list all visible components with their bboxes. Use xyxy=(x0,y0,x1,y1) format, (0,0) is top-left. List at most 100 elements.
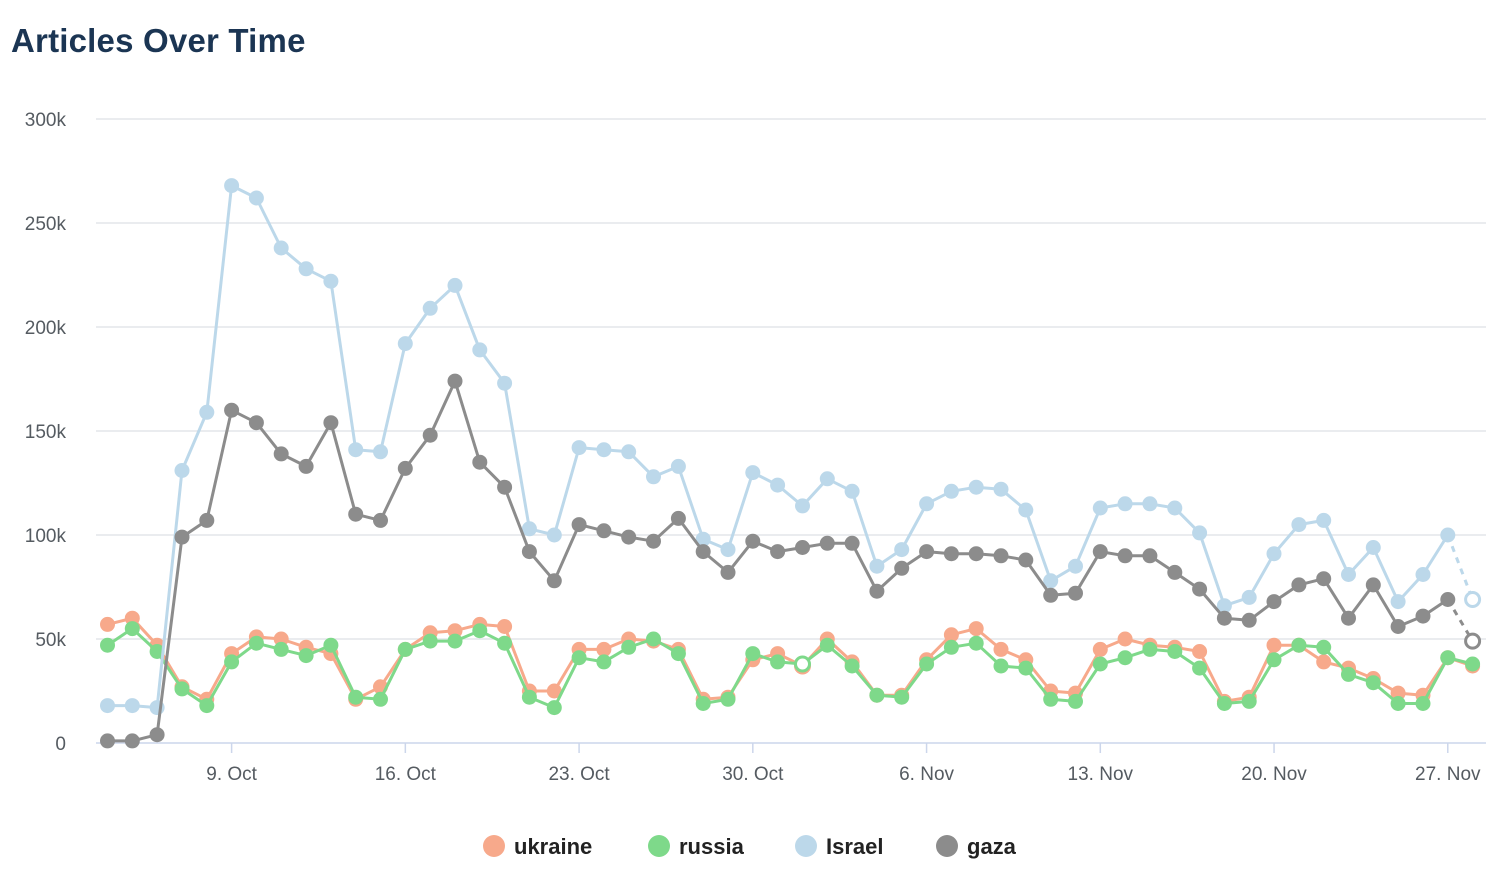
data-point xyxy=(844,483,860,499)
legend-label: gaza xyxy=(967,834,1017,859)
series-lines xyxy=(100,178,1482,749)
data-point xyxy=(1043,587,1059,603)
data-point xyxy=(348,506,364,522)
data-point xyxy=(720,691,736,707)
data-point xyxy=(943,639,959,655)
data-point xyxy=(546,700,562,716)
x-tick-label: 6. Nov xyxy=(899,764,954,785)
data-point xyxy=(993,548,1009,564)
data-point xyxy=(1068,558,1083,574)
data-point xyxy=(720,542,736,558)
data-point xyxy=(1465,656,1481,672)
data-point xyxy=(819,471,835,487)
series-line xyxy=(106,627,1475,710)
data-point xyxy=(943,627,959,643)
data-point xyxy=(546,527,562,543)
data-point xyxy=(1167,644,1183,659)
data-point xyxy=(124,610,140,626)
data-point xyxy=(571,517,587,533)
x-tick-label: 20. Nov xyxy=(1241,764,1307,785)
data-point xyxy=(1018,502,1034,518)
data-point xyxy=(1316,639,1332,655)
data-point xyxy=(124,733,140,749)
data-point xyxy=(968,635,984,651)
data-point xyxy=(174,529,190,545)
data-point xyxy=(472,623,488,639)
data-point xyxy=(1390,594,1406,610)
data-point xyxy=(1043,691,1059,707)
data-point xyxy=(373,444,388,460)
data-point xyxy=(894,560,910,576)
data-point xyxy=(621,444,637,460)
data-point xyxy=(1018,552,1034,568)
data-point xyxy=(720,564,736,580)
data-point xyxy=(745,533,761,549)
series-gaza xyxy=(100,373,1482,749)
series-israel xyxy=(100,178,1482,716)
data-point xyxy=(323,273,339,289)
data-point xyxy=(968,546,984,562)
data-point xyxy=(149,727,165,743)
data-point xyxy=(621,639,637,655)
data-point xyxy=(1142,641,1158,657)
legend-label: ukraine xyxy=(514,834,592,859)
data-point xyxy=(795,498,810,514)
data-point xyxy=(919,656,935,672)
data-point xyxy=(1440,527,1456,543)
data-point xyxy=(670,510,686,526)
data-point xyxy=(1216,610,1232,626)
data-point xyxy=(248,190,264,206)
data-point xyxy=(273,641,289,657)
data-point xyxy=(968,479,984,495)
data-point xyxy=(323,415,339,431)
data-point xyxy=(670,646,686,662)
data-point xyxy=(1167,500,1183,516)
data-point xyxy=(993,658,1009,674)
legend-marker-icon xyxy=(795,835,817,857)
data-point xyxy=(497,375,513,391)
data-point xyxy=(1365,577,1381,593)
data-point xyxy=(224,654,240,670)
data-point xyxy=(224,178,240,194)
data-point xyxy=(472,454,488,470)
data-point xyxy=(571,650,587,666)
data-point xyxy=(224,402,240,418)
y-tick-label: 250k xyxy=(25,214,67,235)
data-point xyxy=(596,523,612,539)
data-point xyxy=(1117,496,1133,512)
data-point xyxy=(447,633,463,649)
data-point xyxy=(1068,693,1083,709)
data-point xyxy=(1390,696,1406,711)
data-point xyxy=(844,535,860,551)
data-point xyxy=(993,641,1009,657)
data-point xyxy=(174,681,190,697)
data-point xyxy=(199,512,215,528)
data-point xyxy=(596,641,612,657)
legend-label: Israel xyxy=(826,834,884,859)
data-point xyxy=(1316,571,1332,587)
data-point xyxy=(695,544,711,560)
data-point xyxy=(646,631,661,647)
legend-marker-icon xyxy=(936,835,958,857)
legend-marker-icon xyxy=(648,835,670,857)
data-point xyxy=(497,479,513,495)
series-line xyxy=(106,379,1450,743)
data-point xyxy=(1216,696,1232,711)
data-point xyxy=(1440,650,1456,666)
legend: ukraine russia Israel gaza xyxy=(483,834,1017,859)
data-point xyxy=(770,477,786,493)
data-point xyxy=(1241,693,1257,709)
data-point xyxy=(100,616,115,632)
data-point xyxy=(248,415,264,431)
data-point xyxy=(670,458,686,474)
data-point xyxy=(546,573,562,589)
x-tick-label: 9. Oct xyxy=(206,764,257,785)
x-tick-label: 16. Oct xyxy=(375,764,437,785)
data-point xyxy=(943,483,959,499)
x-tick-label: 13. Nov xyxy=(1068,764,1134,785)
x-tick-label: 30. Oct xyxy=(722,764,784,785)
data-point xyxy=(919,496,935,512)
data-point xyxy=(100,733,115,749)
data-point xyxy=(894,689,910,705)
